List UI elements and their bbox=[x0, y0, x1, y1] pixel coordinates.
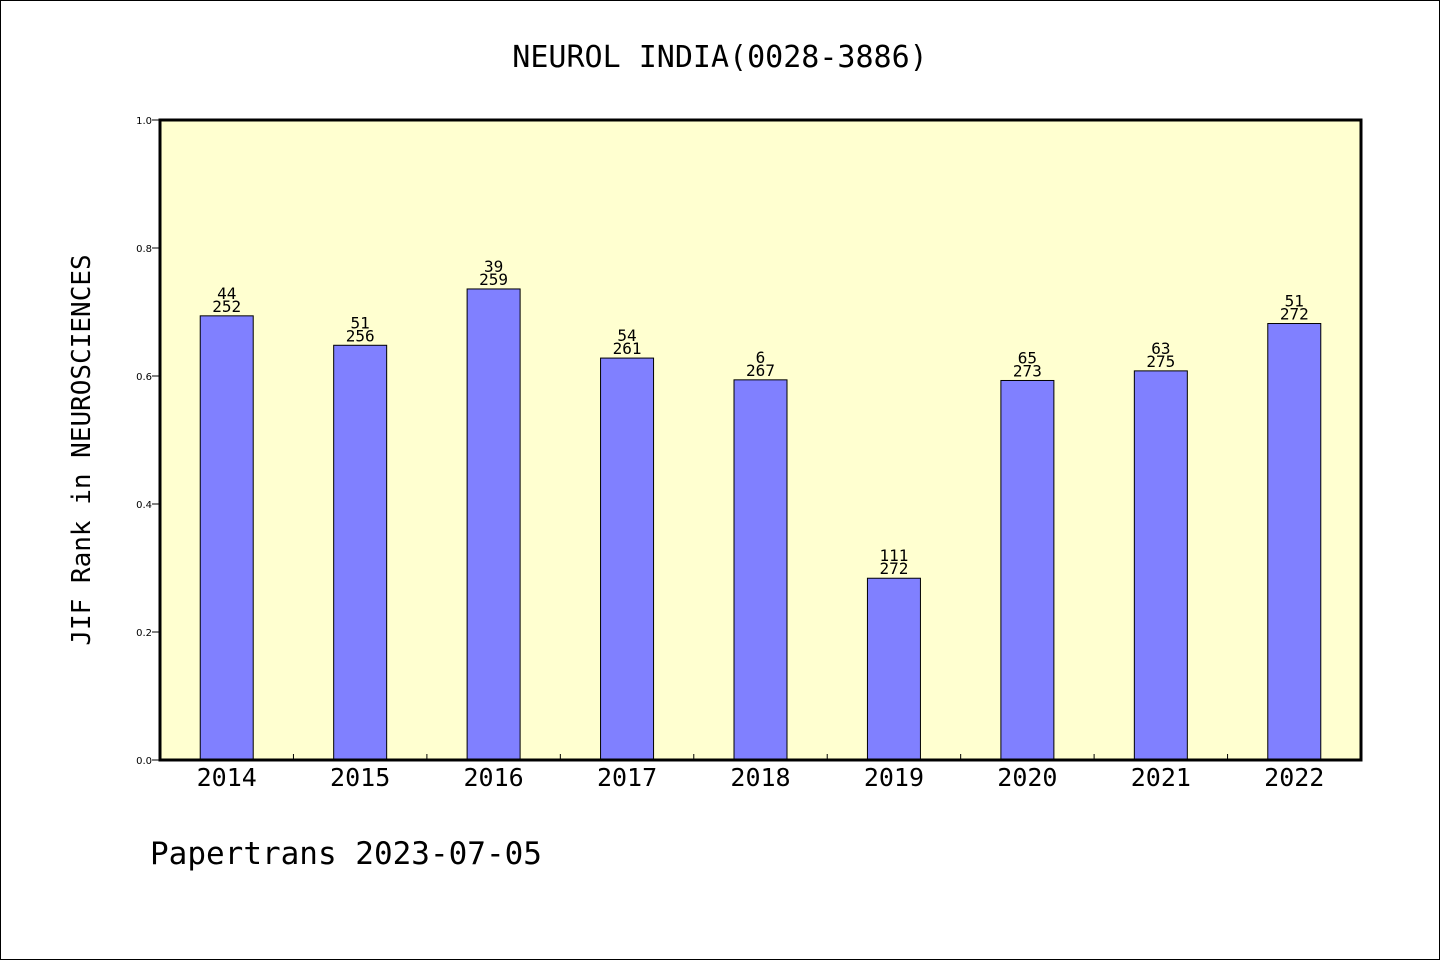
x-tick-label: 2016 bbox=[464, 763, 524, 792]
x-tick-label: 2022 bbox=[1264, 763, 1324, 792]
x-tick-label: 2017 bbox=[597, 763, 657, 792]
x-tick-label: 2014 bbox=[197, 763, 257, 792]
y-axis-ticks: 0.0 0.2 0.4 0.6 0.8 1.0 bbox=[136, 116, 160, 767]
bar-2021 bbox=[1133, 370, 1188, 761]
bar-2014 bbox=[199, 315, 254, 761]
bar-rank-label: 111 bbox=[879, 546, 908, 565]
bar-total-label: 272 bbox=[1280, 305, 1309, 324]
bar-total-label: 252 bbox=[212, 297, 241, 316]
bar-rank-label: 63 bbox=[1151, 339, 1170, 358]
x-tick-label: 2019 bbox=[864, 763, 924, 792]
y-tick-label: 0.2 bbox=[136, 628, 152, 639]
bar-total-label: 273 bbox=[1013, 361, 1042, 380]
x-tick-label: 2020 bbox=[997, 763, 1057, 792]
bar-rank-label: 54 bbox=[617, 326, 636, 345]
y-tick-label: 0.6 bbox=[136, 372, 152, 383]
x-tick-label: 2015 bbox=[330, 763, 390, 792]
bar-rank-label: 39 bbox=[484, 257, 503, 276]
y-tick-label: 0.4 bbox=[136, 500, 152, 511]
y-tick-label: 1.0 bbox=[136, 116, 152, 127]
bar-2022 bbox=[1267, 323, 1322, 761]
bar-rank-label: 6 bbox=[756, 348, 766, 367]
bar-2016 bbox=[466, 288, 521, 761]
bar-total-label: 275 bbox=[1146, 352, 1175, 371]
bars bbox=[199, 288, 1322, 761]
chart-title: NEUROL INDIA(0028-3886) bbox=[512, 40, 927, 75]
bar-2018 bbox=[733, 379, 788, 761]
bar-total-label: 259 bbox=[479, 270, 508, 289]
bar-rank-label: 65 bbox=[1018, 348, 1037, 367]
footer-credit: Papertrans 2023-07-05 bbox=[150, 836, 542, 872]
bar-2015 bbox=[333, 344, 388, 761]
bar-rank-label: 51 bbox=[351, 313, 370, 332]
x-axis-ticks: 2014 2015 2016 2017 2018 2019 2020 2021 2022 bbox=[197, 754, 1324, 792]
bar-2020 bbox=[1000, 379, 1055, 761]
y-axis-label: JIF Rank in NEUROSCIENCES bbox=[67, 254, 97, 645]
bar-total-label: 272 bbox=[879, 559, 908, 578]
x-tick-label: 2018 bbox=[730, 763, 790, 792]
bar-rank-label: 44 bbox=[217, 284, 236, 303]
bar-rank-label: 51 bbox=[1285, 292, 1304, 311]
bar-total-label: 261 bbox=[613, 339, 642, 358]
bar-2017 bbox=[600, 357, 655, 761]
bar-total-label: 256 bbox=[346, 326, 375, 345]
x-tick-label: 2021 bbox=[1131, 763, 1191, 792]
y-tick-label: 0.0 bbox=[136, 756, 152, 767]
bar-total-label: 267 bbox=[746, 361, 775, 380]
plot-border bbox=[158, 118, 1363, 762]
bar-2019 bbox=[866, 577, 921, 761]
y-tick-label: 0.8 bbox=[136, 244, 152, 255]
